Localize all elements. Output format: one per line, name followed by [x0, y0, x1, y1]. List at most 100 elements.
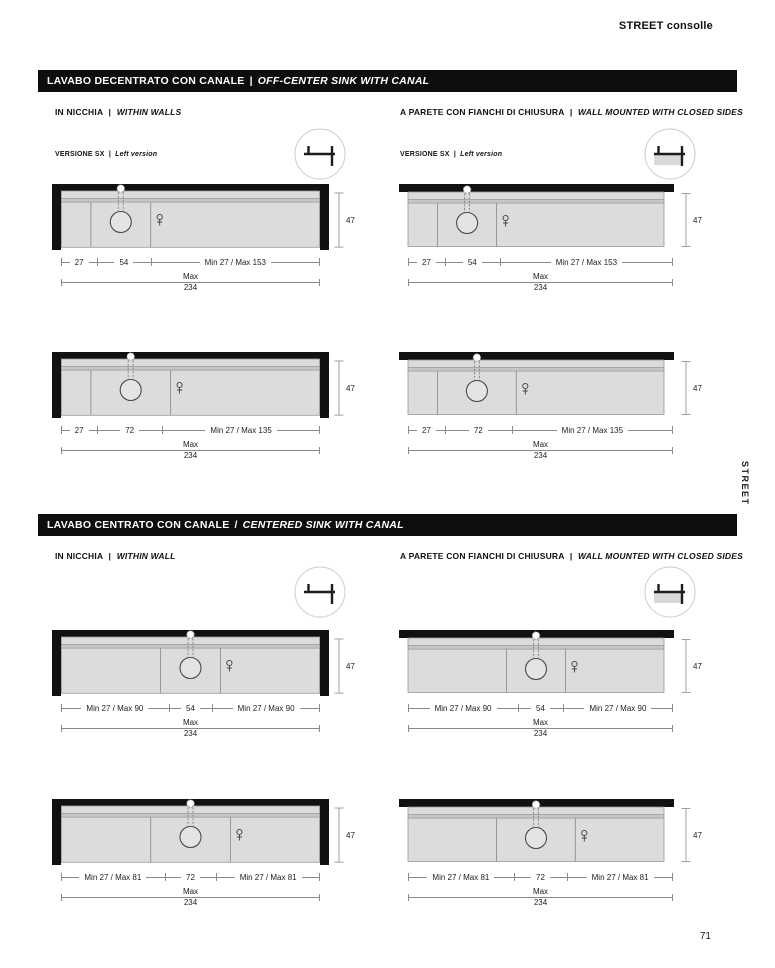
canal-channel [61, 813, 320, 818]
header-it: IN NICCHIA [55, 551, 103, 561]
dim-label: Min 27 / Max 153 [550, 257, 623, 267]
dim-label: 27 [416, 425, 436, 435]
wall-top [52, 184, 329, 191]
header-en: WALL MOUNTED WITH CLOSED SIDES [578, 551, 743, 561]
dim-label: Min 27 / Max 90 [584, 703, 652, 713]
faucet-icon [571, 660, 578, 673]
drain-outlet-dashed [531, 800, 541, 809]
wall-right [320, 184, 329, 250]
sink-drain-circle [456, 211, 479, 235]
banner-title-en: CENTERED SINK WITH CANAL [242, 519, 404, 531]
sink-drain-circle [179, 825, 202, 849]
technical-drawing-plan: 47 [52, 352, 355, 418]
version-label-right: VERSIONE SX | Left version [400, 151, 502, 158]
height-dim-label: 47 [693, 216, 702, 225]
max-dimension-row: Max 234 [408, 439, 673, 462]
dim-label: 27 [69, 425, 89, 435]
version-separator: | [453, 151, 456, 158]
header-it: A PARETE CON FIANCHI DI CHIUSURA [400, 551, 565, 561]
max-label: Max [532, 887, 549, 896]
canal-channel [407, 199, 665, 204]
sink-drain-circle [524, 826, 548, 850]
max-dimension-row: Max 234 [61, 271, 320, 294]
faucet-icon [156, 213, 163, 226]
faucet-icon [502, 214, 509, 227]
section-banner-off-center: LAVABO DECENTRATO CON CANALE | OFF-CENTE… [38, 70, 737, 92]
banner-title-it: LAVABO CENTRATO CON CANALE [47, 519, 230, 531]
dim-label: Min 27 / Max 81 [79, 872, 147, 882]
dim-label: Min 27 / Max 81 [586, 872, 654, 882]
height-dim-label: 47 [346, 216, 355, 225]
sink-drain-circle [465, 379, 488, 403]
column-header-niche: IN NICCHIA | WITHIN WALLS [55, 107, 181, 117]
banner-title-en: OFF-CENTER SINK WITH CANAL [257, 75, 430, 87]
side-tab-collection-name: STREET [740, 461, 750, 506]
version-it: VERSIONE SX [55, 151, 105, 158]
technical-drawing-plan: 47 [399, 799, 702, 862]
console-section-profile-icon [294, 128, 346, 180]
canal-channel [407, 367, 665, 372]
section-banner-centered: LAVABO CENTRATO CON CANALE / CENTERED SI… [38, 514, 737, 536]
console-section-closed-sides-icon [644, 128, 696, 180]
dim-label: 54 [114, 257, 134, 267]
dim-label: 54 [462, 257, 482, 267]
max-value: 234 [183, 283, 198, 292]
header-separator: | [108, 107, 112, 117]
dim-label: 72 [120, 425, 140, 435]
dim-label: 72 [468, 425, 488, 435]
version-separator: | [108, 151, 111, 158]
header-en: WITHIN WALL [116, 551, 176, 561]
version-label-left: VERSIONE SX | Left version [55, 151, 157, 158]
technical-drawing-plan: 47 [52, 184, 355, 250]
figure-off-center-wall-b: 47 27 72 Min 27 / Max 135 Max 234 [399, 352, 711, 462]
drain-outlet-dashed [186, 630, 195, 639]
max-value: 234 [533, 729, 548, 738]
dim-label: 72 [531, 872, 550, 882]
dim-label: Min 27 / Max 135 [556, 425, 629, 435]
figure-off-center-niche-a: 47 27 54 Min 27 / Max 153 Max 234 [52, 184, 364, 294]
banner-title-it: LAVABO DECENTRATO CON CANALE [47, 75, 245, 87]
column-header-wall-mounted: A PARETE CON FIANCHI DI CHIUSURA | WALL … [400, 107, 743, 117]
max-dimension-row: Max 234 [61, 717, 320, 740]
sink-drain-circle [524, 657, 548, 681]
height-dim-label: 47 [346, 662, 355, 671]
column-header-niche: IN NICCHIA | WITHIN WALL [55, 551, 176, 561]
dim-label: Min 27 / Max 81 [234, 872, 302, 882]
drain-outlet-dashed [472, 353, 482, 362]
canal-channel [407, 814, 665, 819]
max-label: Max [182, 718, 199, 727]
dim-label: 27 [69, 257, 89, 267]
console-section-profile-icon [294, 566, 346, 618]
figure-centered-wall-b: 47 Min 27 / Max 81 72 Min 27 / Max 81 Ma… [399, 799, 711, 909]
header-it: A PARETE CON FIANCHI DI CHIUSURA [400, 107, 565, 117]
brand-header: STREET consolle [618, 20, 713, 32]
width-dimension-row: 27 54 Min 27 / Max 153 [61, 255, 321, 269]
drain-outlet-dashed [531, 631, 541, 640]
sink-drain-circle [109, 210, 132, 234]
max-label: Max [182, 440, 199, 449]
max-label: Max [182, 887, 199, 896]
max-dimension-row: Max 234 [408, 886, 673, 909]
max-value: 234 [183, 898, 198, 907]
dim-label: 72 [181, 872, 200, 882]
width-dimension-row: 27 72 Min 27 / Max 135 [61, 423, 320, 437]
dim-label: Min 27 / Max 153 [199, 257, 272, 267]
width-dimension-row: 27 54 Min 27 / Max 153 [408, 255, 674, 269]
dim-label: Min 27 / Max 90 [81, 703, 149, 713]
figure-off-center-wall-a: 47 27 54 Min 27 / Max 153 Max 234 [399, 184, 711, 294]
max-label: Max [532, 272, 549, 281]
height-dim-label: 47 [346, 831, 355, 840]
figure-centered-niche-b: 47 Min 27 / Max 81 72 Min 27 / Max 81 Ma… [52, 799, 364, 909]
version-it: VERSIONE SX [400, 151, 450, 158]
drain-outlet-dashed [462, 185, 472, 194]
height-dim-label: 47 [693, 384, 702, 393]
canal-channel [61, 644, 320, 649]
version-en: Left version [115, 151, 158, 158]
technical-drawing-plan: 47 [399, 630, 702, 693]
header-en: WITHIN WALLS [116, 107, 182, 117]
max-label: Max [532, 718, 549, 727]
width-dimension-row: Min 27 / Max 90 54 Min 27 / Max 90 [61, 701, 320, 715]
dim-label: Min 27 / Max 90 [429, 703, 497, 713]
column-header-wall-mounted: A PARETE CON FIANCHI DI CHIUSURA | WALL … [400, 551, 743, 561]
